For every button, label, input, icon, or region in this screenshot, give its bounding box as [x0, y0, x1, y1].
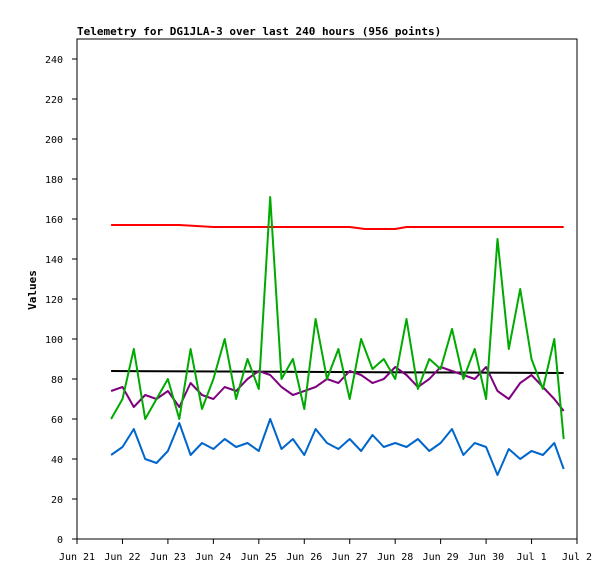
- y-tick-label: 140: [45, 255, 63, 266]
- y-tick-label: 40: [51, 455, 63, 466]
- x-tick-label: Jun 21: [59, 552, 95, 563]
- y-tick-label: 200: [45, 135, 63, 146]
- y-tick-label: 160: [45, 215, 63, 226]
- y-tick-label: 80: [51, 375, 63, 386]
- x-tick-label: Jul 2: [562, 552, 592, 563]
- y-tick-label: 180: [45, 175, 63, 186]
- x-tick-label: Jul 1: [516, 552, 546, 563]
- series-layer: [110, 196, 565, 476]
- y-tick-label: 240: [45, 55, 63, 66]
- x-tick-label: Jun 30: [468, 552, 504, 563]
- y-tick-label: 0: [57, 535, 63, 546]
- y-tick-label: 100: [45, 335, 63, 346]
- x-tick-label: Jun 28: [377, 552, 413, 563]
- y-tick-label: 120: [45, 295, 63, 306]
- series-line-5: [110, 418, 565, 476]
- x-tick-label: Jun 29: [423, 552, 459, 563]
- y-axis-label: Values: [26, 270, 39, 310]
- chart-title: Telemetry for DG1JLA-3 over last 240 hou…: [77, 25, 441, 38]
- x-tick-label: Jun 24: [195, 552, 231, 563]
- x-tick-label: Jun 26: [286, 552, 322, 563]
- y-tick-label: 220: [45, 95, 63, 106]
- series-line-1: [111, 224, 564, 230]
- series-line-2: [111, 370, 564, 374]
- x-tick-label: Jun 23: [150, 552, 186, 563]
- y-tick-label: 60: [51, 415, 63, 426]
- plot-frame: [76, 38, 578, 540]
- series-line-4: [110, 196, 565, 440]
- series-line-3: [110, 366, 565, 412]
- y-tick-label: 20: [51, 495, 63, 506]
- x-tick-label: Jun 27: [332, 552, 368, 563]
- x-tick-label: Jun 25: [241, 552, 277, 563]
- ticks-layer: 0 20 40 60 80 100 120 140 160 180 200 220 240 Jun 21 J…: [45, 55, 592, 563]
- x-tick-label: Jun 22: [104, 552, 140, 563]
